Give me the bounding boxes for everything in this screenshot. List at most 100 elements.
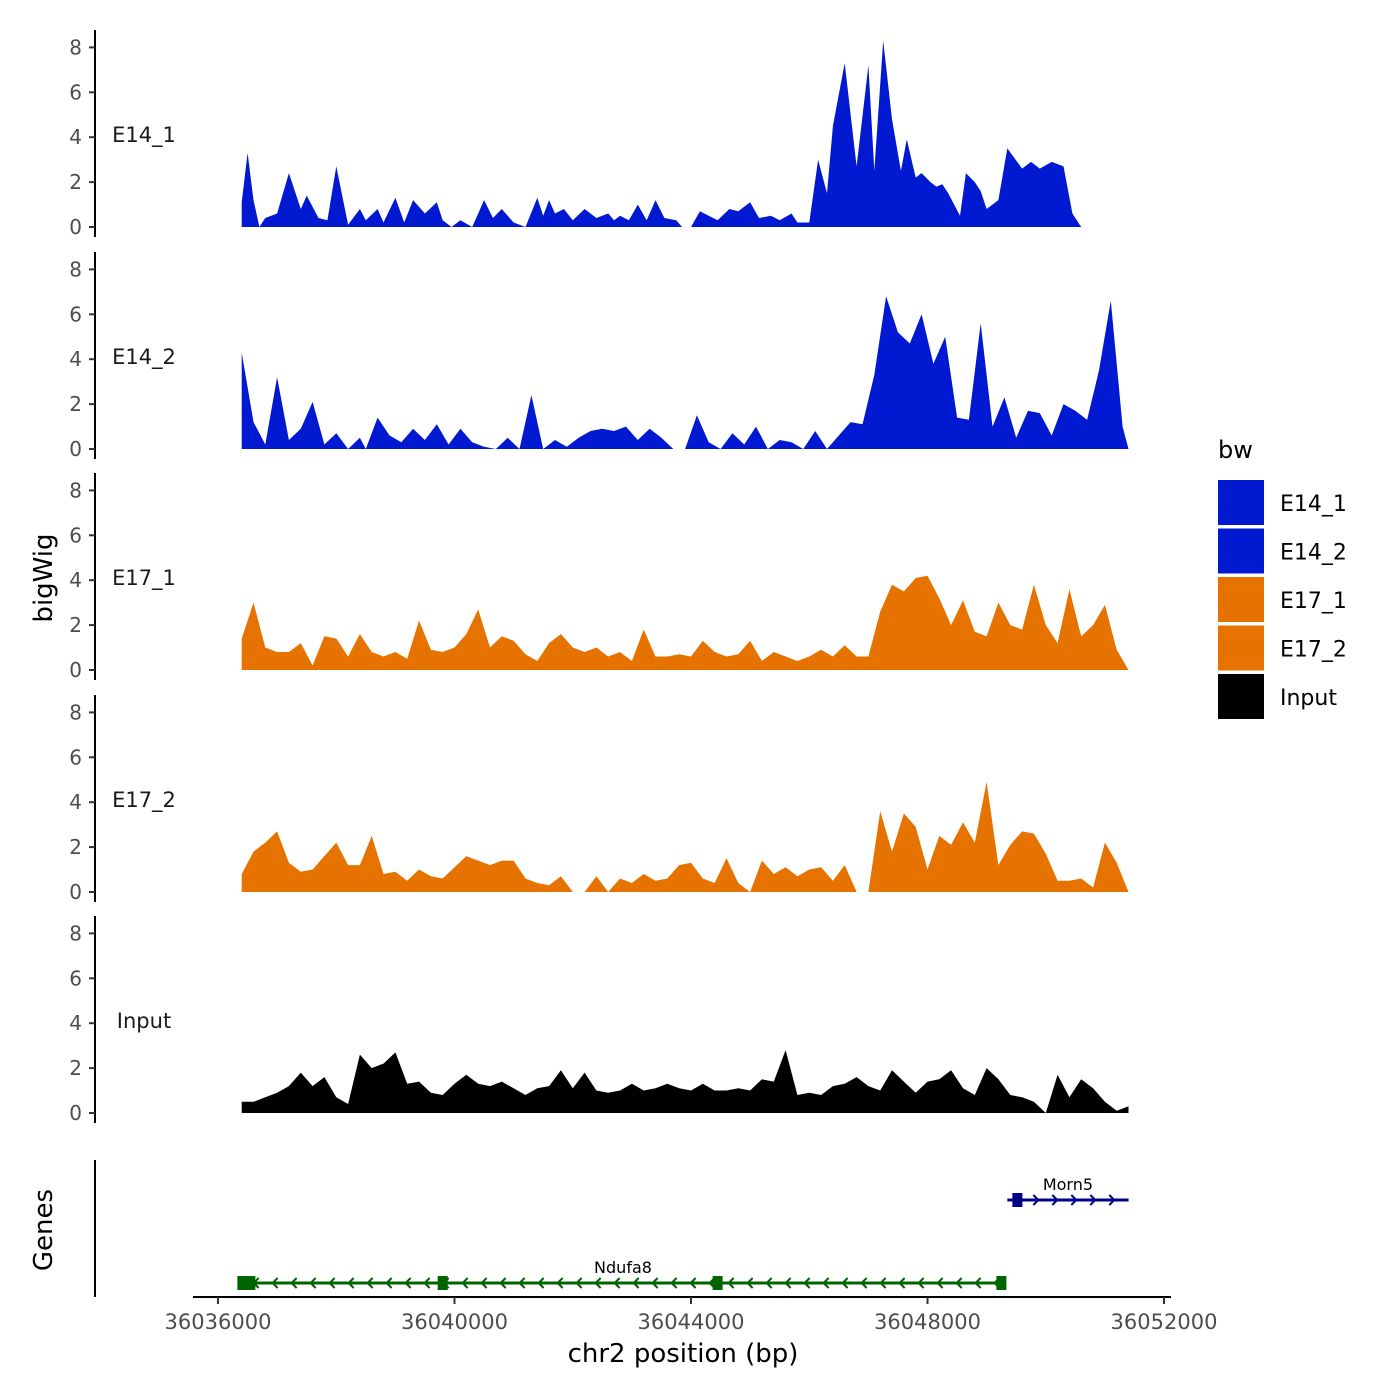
strand-arrow-right bbox=[1051, 1194, 1059, 1206]
strand-arrow-left bbox=[898, 1277, 906, 1289]
exon bbox=[237, 1276, 256, 1290]
track-E17_2: 0 2 4 6 8 E17_2 bbox=[69, 695, 1129, 904]
exon bbox=[1012, 1193, 1023, 1207]
legend-label: Input bbox=[1280, 686, 1337, 711]
y-tick-label: 4 bbox=[69, 125, 82, 149]
strand-arrow-left bbox=[689, 1277, 697, 1289]
strand-arrow-left bbox=[803, 1277, 811, 1289]
x-axis-title: chr2 position (bp) bbox=[568, 1339, 799, 1369]
strand-arrow-left bbox=[670, 1277, 678, 1289]
x-tick-label: 36048000 bbox=[874, 1310, 981, 1334]
gene-label: Morn5 bbox=[1043, 1175, 1093, 1194]
track-E14_2: 0 2 4 6 8 E14_2 bbox=[69, 252, 1129, 461]
x-axis: 36036000 36040000 36044000 36048000 36052000 bbox=[165, 1296, 1218, 1334]
y-axis-title: bigWig bbox=[29, 533, 59, 622]
y-tick-label: 4 bbox=[69, 790, 82, 814]
y-tick-label: 6 bbox=[69, 523, 82, 547]
strand-arrow-left bbox=[404, 1277, 412, 1289]
y-tick-label: 8 bbox=[69, 921, 82, 945]
strand-arrow-left bbox=[271, 1277, 279, 1289]
y-tick-label: 2 bbox=[69, 392, 82, 416]
strand-arrow-left bbox=[290, 1277, 298, 1289]
strand-arrow-left bbox=[613, 1277, 621, 1289]
gene-label: Ndufa8 bbox=[594, 1258, 652, 1277]
strand-arrow-left bbox=[575, 1277, 583, 1289]
y-tick-label: 6 bbox=[69, 80, 82, 104]
strand-arrow-right bbox=[1108, 1194, 1116, 1206]
strand-arrow-left bbox=[841, 1277, 849, 1289]
y-tick-label: 8 bbox=[69, 478, 82, 502]
strand-arrow-left bbox=[594, 1277, 602, 1289]
y-tick-label: 6 bbox=[69, 966, 82, 990]
track-E17_1: 0 2 4 6 8 E17_1 bbox=[69, 473, 1129, 682]
x-tick-label: 36044000 bbox=[638, 1310, 745, 1334]
y-tick-label: 4 bbox=[69, 347, 82, 371]
area-Input bbox=[241, 1050, 1129, 1113]
y-tick-label: 6 bbox=[69, 302, 82, 326]
strand-arrow-left bbox=[423, 1277, 431, 1289]
strand-arrow-right bbox=[1032, 1194, 1040, 1206]
legend: bw E14_1 E14_2 E17_1 E17_2 Input bbox=[1218, 436, 1347, 719]
strand-arrow-left bbox=[746, 1277, 754, 1289]
strand-arrow-left bbox=[632, 1277, 640, 1289]
track-label: E14_1 bbox=[112, 123, 176, 148]
y-tick-label: 0 bbox=[69, 880, 82, 904]
y-tick-label: 0 bbox=[69, 215, 82, 239]
strand-arrow-left bbox=[518, 1277, 526, 1289]
legend-key-E17_1 bbox=[1218, 577, 1264, 622]
strand-arrow-left bbox=[347, 1277, 355, 1289]
area-E17_2 bbox=[241, 782, 1129, 892]
strand-arrow-right bbox=[1070, 1194, 1078, 1206]
track-label: Input bbox=[117, 1009, 171, 1033]
legend-label: E17_2 bbox=[1280, 638, 1347, 663]
strand-arrow-left bbox=[727, 1277, 735, 1289]
strand-arrow-left bbox=[461, 1277, 469, 1289]
area-E14_2 bbox=[241, 296, 1129, 449]
y-tick-label: 8 bbox=[69, 257, 82, 281]
x-tick-label: 36036000 bbox=[165, 1310, 272, 1334]
y-tick-label: 2 bbox=[69, 835, 82, 859]
strand-arrow-left bbox=[499, 1277, 507, 1289]
legend-label: E17_1 bbox=[1280, 589, 1347, 614]
strand-arrow-left bbox=[784, 1277, 792, 1289]
y-tick-label: 4 bbox=[69, 568, 82, 592]
y-tick-label: 0 bbox=[69, 437, 82, 461]
track-label: E14_2 bbox=[112, 345, 176, 370]
legend-label: E14_1 bbox=[1280, 492, 1347, 517]
y-tick-label: 2 bbox=[69, 170, 82, 194]
strand-arrow-left bbox=[309, 1277, 317, 1289]
y-tick-label: 8 bbox=[69, 700, 82, 724]
strand-arrow-left bbox=[556, 1277, 564, 1289]
track-label: E17_1 bbox=[112, 566, 176, 591]
exon bbox=[437, 1276, 448, 1290]
y-tick-label: 0 bbox=[69, 658, 82, 682]
area-E17_1 bbox=[241, 575, 1129, 670]
legend-title: bw bbox=[1218, 436, 1253, 464]
strand-arrow-left bbox=[366, 1277, 374, 1289]
exon bbox=[996, 1276, 1007, 1290]
strand-arrow-left bbox=[385, 1277, 393, 1289]
x-tick-label: 36040000 bbox=[401, 1310, 508, 1334]
strand-arrow-left bbox=[822, 1277, 830, 1289]
y-tick-label: 6 bbox=[69, 745, 82, 769]
legend-label: E14_2 bbox=[1280, 541, 1347, 566]
genes-axis-title: Genes bbox=[29, 1189, 59, 1271]
track-Input: 0 2 4 6 8 Input bbox=[69, 916, 1129, 1125]
x-tick-label: 36052000 bbox=[1111, 1310, 1218, 1334]
area-E14_1 bbox=[241, 40, 1129, 228]
legend-key-E14_1 bbox=[1218, 480, 1264, 525]
gene-Ndufa8: Ndufa8 bbox=[237, 1258, 1007, 1290]
strand-arrow-left bbox=[955, 1277, 963, 1289]
gene-Morn5: Morn5 bbox=[1007, 1175, 1129, 1207]
strand-arrow-left bbox=[651, 1277, 659, 1289]
track-label: E17_2 bbox=[112, 788, 176, 813]
gene-track: Ndufa8 Morn5 bbox=[94, 1160, 1129, 1297]
y-tick-label: 0 bbox=[69, 1101, 82, 1125]
legend-key-E17_2 bbox=[1218, 625, 1264, 671]
bigwig-tracks: 0 2 4 6 8 E14_1 0 2 4 6 8 E14_2 0 2 4 6 8 E17_1 0 2 4 6 8 E17_2… bbox=[69, 30, 1129, 1125]
strand-arrow-left bbox=[765, 1277, 773, 1289]
strand-arrow-left bbox=[974, 1277, 982, 1289]
track-E14_1: 0 2 4 6 8 E14_1 bbox=[69, 30, 1129, 239]
strand-arrow-left bbox=[480, 1277, 488, 1289]
